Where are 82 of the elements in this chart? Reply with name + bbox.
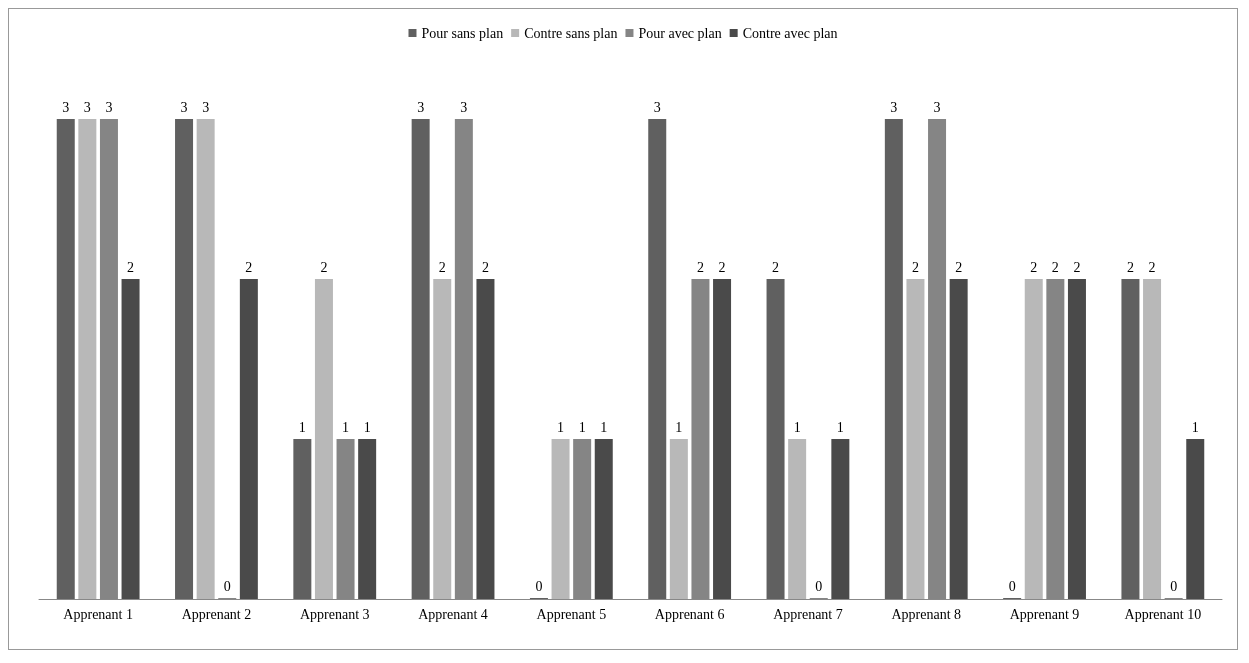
data-label: 3 bbox=[417, 99, 425, 115]
data-label: 2 bbox=[127, 259, 135, 275]
data-label: 2 bbox=[1051, 259, 1059, 275]
data-label: 1 bbox=[1191, 419, 1199, 435]
data-label: 2 bbox=[1073, 259, 1081, 275]
bar bbox=[175, 119, 194, 599]
data-label: 3 bbox=[83, 99, 91, 115]
data-label: 1 bbox=[298, 419, 306, 435]
x-tick-label: Apprenant 9 bbox=[1009, 606, 1080, 622]
bar bbox=[1024, 279, 1043, 599]
data-label: 2 bbox=[481, 259, 489, 275]
legend-label: Pour avec plan bbox=[638, 25, 722, 41]
legend-label: Contre sans plan bbox=[524, 25, 618, 41]
x-tick-label: Apprenant 3 bbox=[299, 606, 370, 622]
data-label: 3 bbox=[105, 99, 113, 115]
data-label: 2 bbox=[718, 259, 726, 275]
data-label: 3 bbox=[653, 99, 661, 115]
bar bbox=[78, 119, 97, 599]
bar bbox=[56, 119, 75, 599]
data-label: 3 bbox=[933, 99, 941, 115]
data-label: 1 bbox=[836, 419, 844, 435]
data-label: 1 bbox=[342, 419, 350, 435]
data-label: 0 bbox=[223, 578, 231, 594]
data-label: 2 bbox=[1126, 259, 1134, 275]
bar bbox=[949, 279, 968, 599]
data-label: 2 bbox=[911, 259, 919, 275]
bar bbox=[1121, 279, 1140, 599]
data-label: 2 bbox=[1148, 259, 1156, 275]
bar bbox=[358, 439, 377, 599]
x-tick-label: Apprenant 6 bbox=[654, 606, 725, 622]
data-label: 3 bbox=[62, 99, 70, 115]
data-label: 3 bbox=[460, 99, 468, 115]
data-label: 3 bbox=[180, 99, 188, 115]
data-label: 1 bbox=[557, 419, 565, 435]
x-tick-label: Apprenant 10 bbox=[1124, 606, 1202, 622]
bar bbox=[906, 279, 925, 599]
x-tick-label: Apprenant 8 bbox=[891, 606, 962, 622]
data-label: 2 bbox=[320, 259, 328, 275]
bar bbox=[551, 439, 570, 599]
data-label: 1 bbox=[578, 419, 586, 435]
bar bbox=[196, 119, 215, 599]
data-label: 2 bbox=[245, 259, 253, 275]
data-label: 0 bbox=[815, 578, 823, 594]
data-label: 3 bbox=[202, 99, 210, 115]
bar bbox=[788, 439, 807, 599]
bar bbox=[648, 119, 667, 599]
x-tick-label: Apprenant 1 bbox=[63, 606, 133, 622]
data-label: 2 bbox=[1030, 259, 1038, 275]
bar bbox=[121, 279, 140, 599]
data-label: 1 bbox=[793, 419, 801, 435]
bar bbox=[476, 279, 495, 599]
data-label: 1 bbox=[600, 419, 608, 435]
bar bbox=[1067, 279, 1086, 599]
x-tick-label: Apprenant 4 bbox=[418, 606, 488, 622]
legend-label: Contre avec plan bbox=[742, 25, 838, 41]
bar bbox=[713, 279, 732, 599]
bar bbox=[433, 279, 452, 599]
data-label: 2 bbox=[772, 259, 780, 275]
data-label: 3 bbox=[890, 99, 898, 115]
data-label: 2 bbox=[438, 259, 446, 275]
bar bbox=[239, 279, 258, 599]
data-label: 1 bbox=[363, 419, 371, 435]
data-label: 0 bbox=[535, 578, 543, 594]
x-tick-label: Apprenant 7 bbox=[773, 606, 843, 622]
bar bbox=[884, 119, 903, 599]
bar bbox=[594, 439, 613, 599]
bar bbox=[766, 279, 785, 599]
data-label: 0 bbox=[1170, 578, 1178, 594]
bar bbox=[1143, 279, 1162, 599]
data-label: 1 bbox=[675, 419, 683, 435]
bar bbox=[669, 439, 688, 599]
bar bbox=[411, 119, 430, 599]
data-label: 0 bbox=[1008, 578, 1016, 594]
bar bbox=[314, 279, 333, 599]
bar bbox=[1186, 439, 1205, 599]
data-label: 2 bbox=[696, 259, 704, 275]
x-tick-label: Apprenant 5 bbox=[536, 606, 607, 622]
bar bbox=[831, 439, 850, 599]
bar bbox=[293, 439, 312, 599]
data-label: 2 bbox=[955, 259, 963, 275]
legend-label: Pour sans plan bbox=[421, 25, 504, 41]
x-tick-label: Apprenant 2 bbox=[181, 606, 252, 622]
